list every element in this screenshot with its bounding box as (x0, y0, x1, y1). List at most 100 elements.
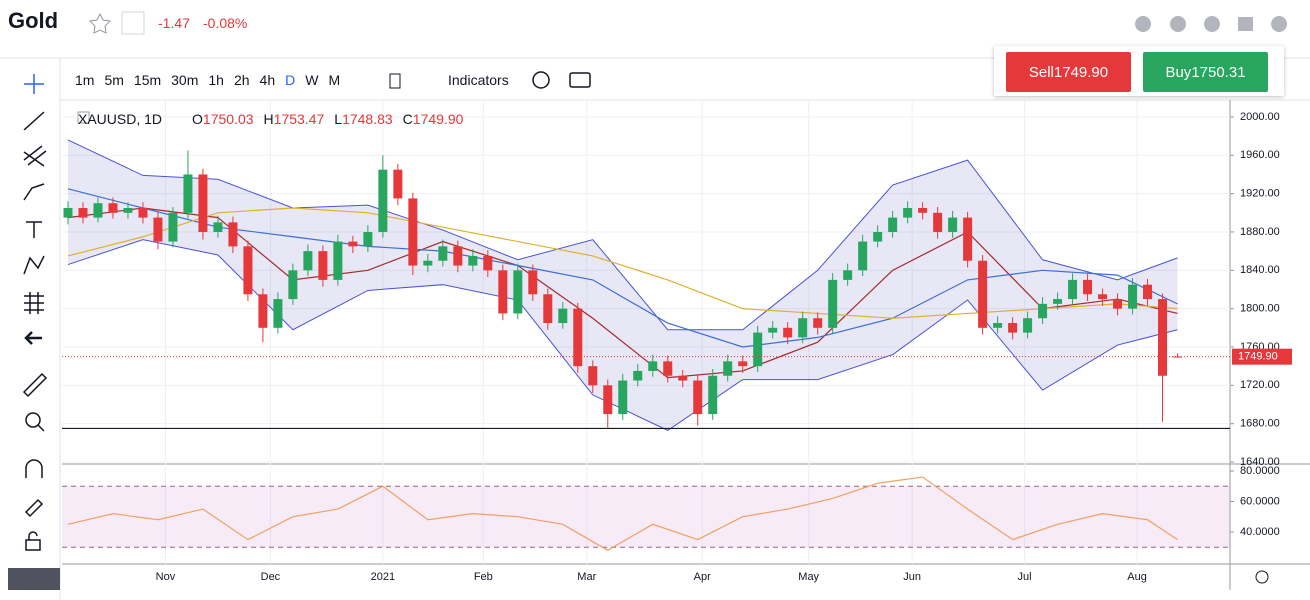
candle-body (393, 169, 403, 199)
chart-type-icon[interactable] (389, 73, 401, 89)
snapshot-icon[interactable] (569, 72, 591, 88)
legend-label: O (192, 111, 203, 127)
measure-icon[interactable] (24, 292, 44, 314)
interval[interactable]: 4h (259, 72, 276, 88)
candle-body (1173, 356, 1183, 358)
band-fill (67, 139, 1178, 431)
back-icon[interactable] (24, 331, 42, 345)
candle-body (333, 241, 343, 280)
interval[interactable]: 1h (208, 72, 224, 88)
candle-body (813, 318, 823, 328)
indicators-button[interactable]: Indicators (448, 72, 509, 88)
candle-body (138, 208, 148, 218)
icon[interactable] (1170, 16, 1186, 32)
fib-icon[interactable] (23, 145, 47, 167)
y-tick-label: 1680.00 (1240, 418, 1280, 430)
moving-average (67, 188, 1178, 348)
legend-value: 1748.83 (342, 111, 393, 127)
lock-icon[interactable] (25, 539, 41, 551)
candle-body (93, 203, 103, 218)
pattern-icon[interactable] (23, 255, 45, 275)
interval[interactable]: 2h (233, 72, 250, 88)
zoom-icon[interactable] (25, 412, 41, 428)
candle-body (1023, 318, 1033, 333)
interval[interactable]: W (305, 72, 319, 88)
candle-body (468, 255, 478, 266)
star-icon[interactable] (88, 12, 112, 34)
lock-draw-icon[interactable] (24, 498, 44, 518)
candle-body (408, 198, 418, 266)
legend-value: 1753.47 (273, 111, 325, 127)
interval[interactable]: D (285, 72, 296, 88)
candle-body (453, 246, 463, 266)
legend-label: C (402, 111, 413, 127)
interval[interactable]: M (328, 72, 341, 88)
candle-body (228, 222, 238, 247)
candle-body (693, 380, 703, 415)
buy-price: 1750.31 (1191, 63, 1246, 81)
interval[interactable]: 5m (104, 72, 124, 88)
band-lower (67, 239, 1178, 431)
interval[interactable]: 15m (133, 72, 162, 88)
trade-panel: Sell 1749.90 Buy 1750.31 (994, 46, 1284, 96)
magnet-icon[interactable] (25, 459, 43, 478)
candle-body (78, 208, 88, 218)
candle-body (783, 327, 793, 338)
lock-icon[interactable] (28, 531, 38, 540)
icon[interactable] (1271, 16, 1287, 32)
sell-price: 1749.90 (1053, 63, 1109, 81)
candle-body (363, 231, 373, 247)
ruler-icon[interactable] (22, 372, 48, 398)
trend-line-icon[interactable] (23, 111, 45, 131)
interval[interactable]: 1m (75, 72, 95, 88)
icon[interactable] (1135, 16, 1151, 32)
candle-body (1158, 299, 1168, 376)
icon[interactable] (1204, 16, 1220, 32)
zoom-icon[interactable] (37, 424, 45, 432)
candle-body (828, 279, 838, 328)
candle-body (708, 375, 718, 415)
moving-average (67, 207, 1178, 319)
interval[interactable]: 30m (171, 72, 199, 88)
alert-icon[interactable] (121, 11, 145, 35)
price-label-box (1232, 348, 1292, 365)
candle-body (888, 217, 898, 232)
candle-body (618, 380, 628, 415)
candle-body (738, 361, 748, 367)
crosshair-icon[interactable] (24, 74, 44, 94)
brush-icon[interactable] (23, 183, 45, 201)
x-tick-label: Apr (694, 571, 711, 583)
candle-body (558, 308, 568, 324)
candle-body (573, 308, 583, 367)
candle-body (723, 361, 733, 376)
candle-body (873, 231, 883, 242)
candle-body (933, 212, 943, 232)
candle-body (168, 212, 178, 242)
candle-body (588, 366, 598, 386)
buy-button[interactable]: Buy 1750.31 (1143, 52, 1268, 92)
price-label: 1749.90 (1238, 351, 1278, 363)
change: -1.47 (158, 15, 190, 31)
icon[interactable] (1238, 17, 1253, 31)
candle-body (288, 270, 298, 300)
candle-body (963, 217, 973, 261)
candle-body (1083, 279, 1093, 295)
candle-body (798, 318, 808, 338)
left-toolbar[interactable] (22, 74, 48, 551)
y-tick-label: 2000.00 (1240, 111, 1280, 123)
sell-button[interactable]: Sell 1749.90 (1006, 52, 1131, 92)
buy-label: Buy (1165, 63, 1192, 81)
settings-icon[interactable] (1255, 570, 1269, 584)
y-tick-label: 1960.00 (1240, 149, 1280, 161)
hide-toolbar[interactable] (8, 568, 60, 590)
candle-body (753, 332, 763, 367)
settings-icon[interactable] (532, 71, 550, 89)
symbol: Gold (8, 8, 59, 33)
candle-body (1068, 279, 1078, 300)
collapse-icon[interactable] (77, 111, 90, 124)
text-icon[interactable] (26, 221, 42, 238)
candle-body (183, 174, 193, 213)
candle-body (633, 370, 643, 381)
y-tick-label: 40.0000 (1240, 526, 1280, 538)
candle-body (1008, 323, 1018, 333)
